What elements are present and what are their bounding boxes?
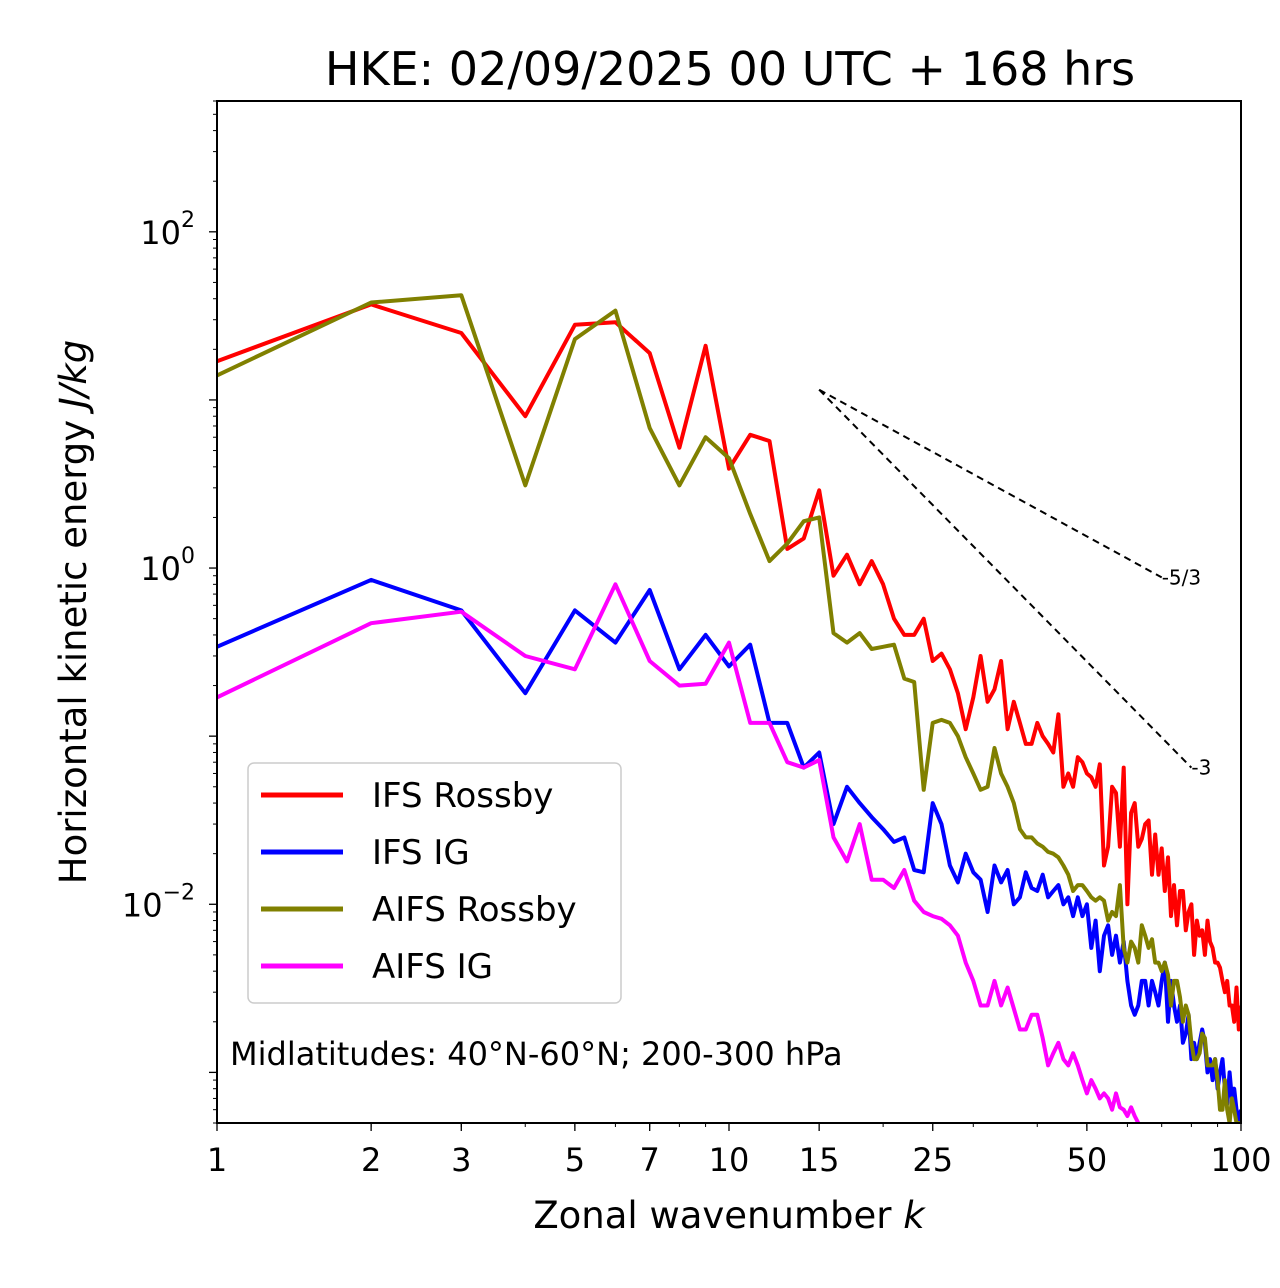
series-line-ifs-rossby [217,302,1241,1032]
x-tick-label: 1 [207,1141,227,1179]
x-axis-label-text: Zonal wavenumber [533,1194,903,1237]
legend-entry-ifs-ig: IFS IG [261,833,470,873]
reference-line [818,388,1163,579]
legend: IFS Rossby IFS IG AIFS Rossby AIFS IG [247,762,622,1004]
y-tick-label: 10−2 [122,880,195,924]
legend-entry-ifs-rossby: IFS Rossby [261,776,553,816]
y-axis-label-unit: J/kg [52,340,95,415]
x-tick-label: 7 [640,1141,660,1179]
reference-line-label: -3 [1191,756,1211,780]
chart-title: HKE: 02/09/2025 00 UTC + 168 hrs [325,42,1135,96]
y-axis-label-text: Horizontal kinetic energy [52,408,95,884]
y-tick-exponent: 2 [181,208,195,233]
y-tick-exponent: 0 [181,544,195,569]
y-axis-label: Horizontal kinetic energy J/kg [52,340,95,884]
legend-entry-aifs-ig: AIFS IG [261,947,493,987]
region-annotation: Midlatitudes: 40°N-60°N; 200-300 hPa [230,1035,843,1073]
series-line-aifs-ig [217,582,1141,1123]
reference-line-label: -5/3 [1162,565,1201,589]
series-line-aifs-rossby [217,293,1241,1123]
plot-frame [216,100,1242,1124]
y-tick-base: 10 [140,214,181,252]
reference-line [818,389,1193,769]
y-tick-base: 10 [122,886,163,924]
x-axis-label: Zonal wavenumber k [533,1194,926,1237]
major-ticks [209,231,1242,1131]
legend-box [247,762,622,1004]
y-tick-base: 10 [140,550,181,588]
x-tick-label: 5 [565,1141,585,1179]
x-tick-label: 3 [451,1141,471,1179]
x-tick-label: 15 [799,1141,840,1179]
legend-label-aifs-ig: AIFS IG [372,947,493,987]
legend-label-ifs-ig: IFS IG [372,833,470,873]
x-tick-label: 2 [361,1141,381,1179]
x-axis-label-var: k [903,1194,926,1237]
x-tick-label: 10 [709,1141,750,1179]
y-tick-label: 102 [140,208,195,252]
legend-label-aifs-rossby: AIFS Rossby [372,890,577,930]
x-tick-labels: 1 2 3 5 7 10 15 25 50 100 [207,1141,1272,1179]
reference-slope-lines: -5/3 -3 [818,388,1211,780]
y-tick-label: 100 [140,544,195,588]
x-tick-label: 100 [1210,1141,1271,1179]
legend-label-ifs-rossby: IFS Rossby [372,776,553,816]
x-tick-label: 25 [912,1141,953,1179]
y-tick-exponent: −2 [163,880,195,905]
series-layer [217,293,1241,1123]
legend-entry-aifs-rossby: AIFS Rossby [261,890,577,930]
x-tick-label: 50 [1067,1141,1108,1179]
